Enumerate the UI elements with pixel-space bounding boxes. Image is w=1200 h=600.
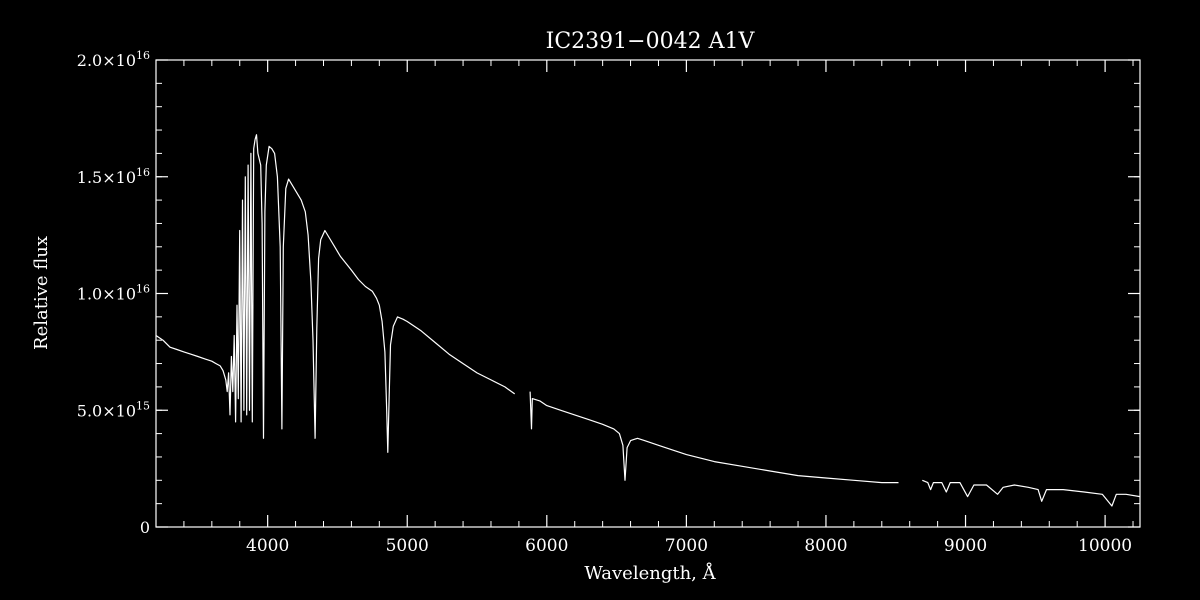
spectrum-line bbox=[922, 479, 1141, 507]
chart-title: IC2391−0042 A1V bbox=[546, 29, 756, 54]
y-tick-label: 0 bbox=[140, 518, 150, 537]
x-tick-label: 5000 bbox=[386, 536, 429, 556]
plot-area: 4000 5000 6000 7000 8000 9000 10000 0 5.0×1015 1.… bbox=[77, 49, 1141, 556]
x-tick-label: 4000 bbox=[246, 536, 289, 556]
spectrum-line bbox=[155, 134, 516, 453]
y-tick-label: 1.0×1016 bbox=[77, 283, 150, 304]
spectrum-line bbox=[529, 391, 899, 484]
y-tick-label: 5.0×1015 bbox=[77, 399, 150, 420]
x-tick-label: 9000 bbox=[944, 536, 987, 556]
y-tick-label: 2.0×1016 bbox=[77, 49, 150, 70]
y-tick-label: 1.5×1016 bbox=[77, 166, 150, 187]
x-tick-label: 6000 bbox=[525, 536, 568, 556]
x-tick-label: 7000 bbox=[665, 536, 708, 556]
x-tick-label: 10000 bbox=[1078, 536, 1132, 556]
y-axis-label: Relative flux bbox=[31, 236, 52, 350]
x-axis-label: Wavelength, Å bbox=[584, 562, 716, 584]
x-tick-label: 8000 bbox=[804, 536, 847, 556]
